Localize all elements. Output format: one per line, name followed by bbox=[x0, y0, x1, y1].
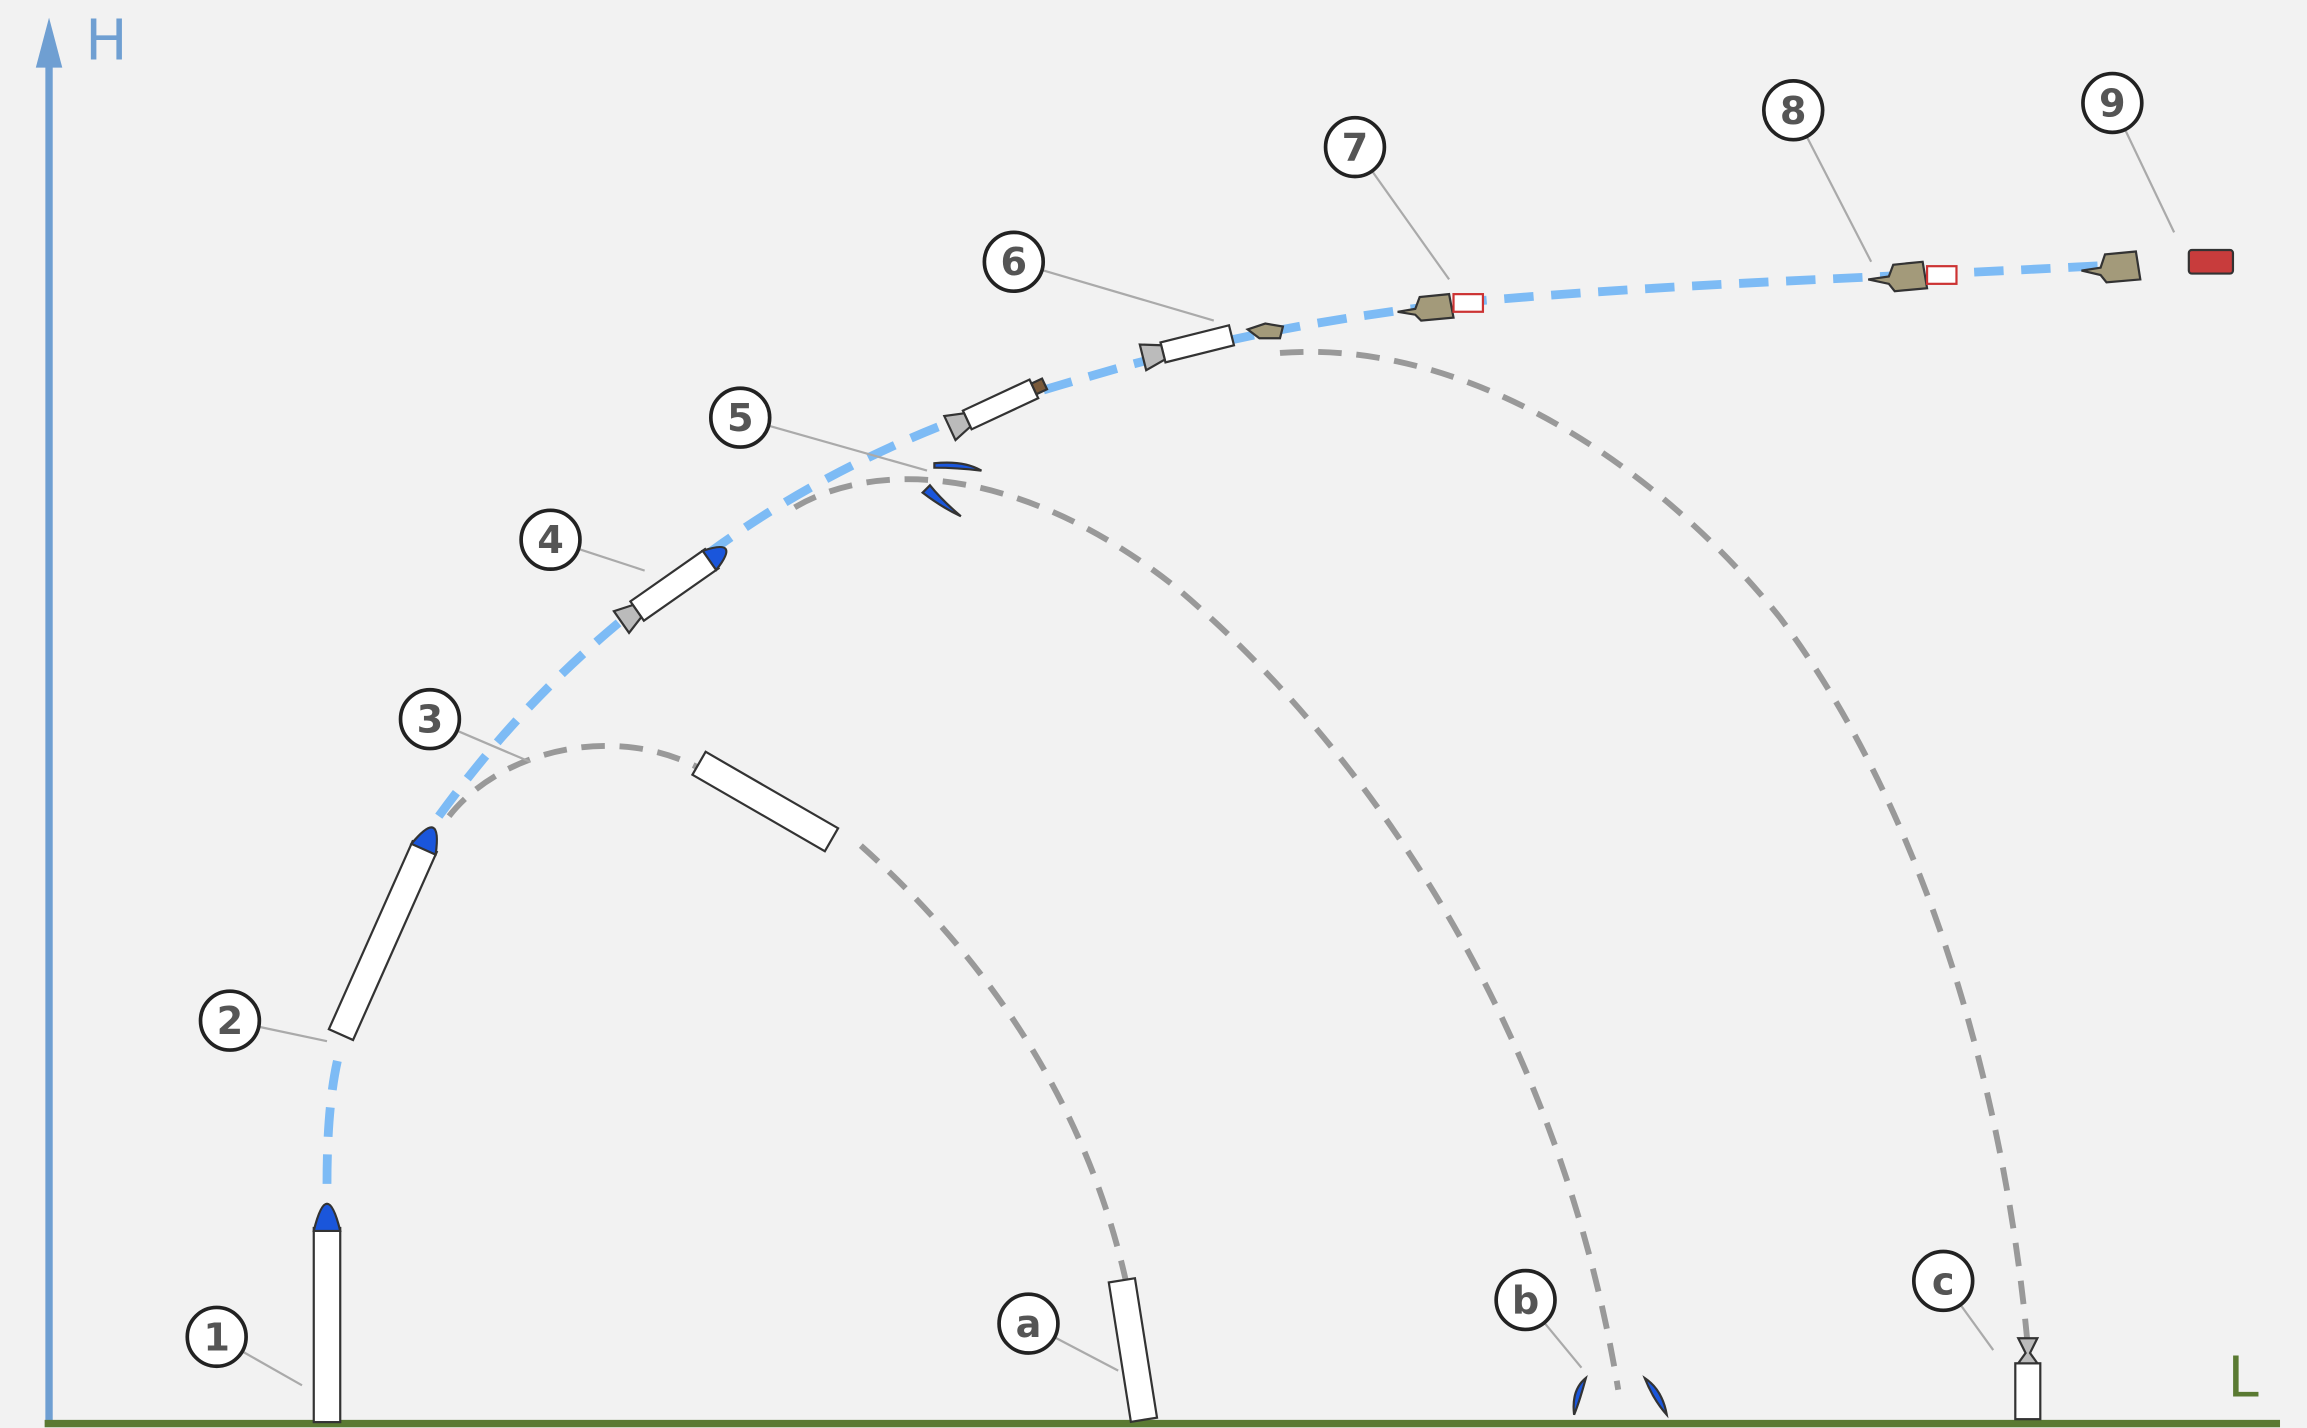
callout-label: 8 bbox=[1780, 90, 1807, 134]
spacecraft-8 bbox=[1868, 260, 1958, 293]
landed-fairing bbox=[1572, 1375, 1588, 1416]
vehicles bbox=[312, 248, 2235, 1424]
stage-body bbox=[690, 750, 840, 853]
spacecraft-body bbox=[1397, 292, 1455, 322]
leader-line bbox=[1805, 135, 1873, 263]
leader-line bbox=[1543, 1322, 1583, 1369]
callout-circle bbox=[185, 1305, 248, 1369]
fairing bbox=[409, 826, 438, 857]
leader-line bbox=[1959, 1304, 1995, 1351]
spacecraft-body bbox=[1868, 260, 1929, 293]
fairing bbox=[312, 1202, 342, 1233]
callout-label: 6 bbox=[1000, 241, 1027, 285]
fall-path bbox=[1279, 348, 2030, 1339]
callout-label: 4 bbox=[537, 519, 564, 563]
leader-line bbox=[578, 547, 645, 572]
rocket-launch bbox=[312, 1226, 342, 1424]
callout-label: 9 bbox=[2099, 82, 2126, 126]
spacecraft-7 bbox=[1397, 292, 1485, 322]
separated-module bbox=[2187, 248, 2235, 275]
leader-line bbox=[456, 729, 531, 763]
landed-stage bbox=[1107, 1277, 1159, 1424]
upper-stage bbox=[942, 377, 1049, 442]
callout-circle bbox=[982, 230, 1046, 294]
callout-circle bbox=[1323, 115, 1387, 179]
callout-circle bbox=[997, 1292, 1060, 1355]
callout-circle bbox=[398, 687, 462, 751]
leader-line bbox=[2124, 129, 2176, 233]
callout-label: c bbox=[1932, 1260, 1955, 1304]
spacecraft bbox=[1245, 322, 1285, 340]
rocket-stage4 bbox=[612, 545, 728, 635]
nozzle bbox=[612, 603, 643, 635]
leader-line bbox=[1041, 269, 1215, 322]
callout-circle bbox=[198, 989, 262, 1052]
fall-path bbox=[793, 476, 1622, 1391]
fairing-half bbox=[933, 461, 982, 472]
payload bbox=[1029, 377, 1049, 396]
adapter bbox=[1452, 293, 1485, 313]
h-axis-arrow bbox=[35, 17, 63, 68]
leader-line bbox=[1371, 170, 1450, 281]
callout-circle bbox=[1761, 79, 1825, 142]
upper-stage bbox=[1138, 324, 1236, 372]
l-axis-label: L bbox=[2228, 1345, 2259, 1410]
nozzle bbox=[942, 412, 972, 442]
rocket-stage2 bbox=[327, 826, 439, 1042]
leader-line bbox=[258, 1025, 328, 1043]
leader-line bbox=[768, 424, 928, 472]
spent-stage bbox=[690, 750, 840, 853]
callout-label: 5 bbox=[727, 397, 754, 441]
fall-paths bbox=[446, 348, 2030, 1391]
callout-label: 7 bbox=[1342, 127, 1369, 171]
leader-line bbox=[241, 1350, 303, 1387]
callout-label: a bbox=[1016, 1303, 1042, 1347]
fairing-half bbox=[920, 483, 962, 518]
adapter bbox=[1925, 265, 1958, 285]
callout-circle bbox=[519, 508, 582, 571]
spacecraft bbox=[2081, 250, 2142, 284]
nozzle bbox=[2016, 1337, 2040, 1365]
callout-circle bbox=[2081, 71, 2144, 135]
fall-path bbox=[446, 743, 708, 819]
callouts: 1 2 3 4 5 6 7 8 9 a b c bbox=[185, 71, 2176, 1387]
landed-fairing bbox=[1642, 1375, 1669, 1419]
callout-circle bbox=[708, 386, 772, 449]
callout-label: b bbox=[1512, 1280, 1539, 1324]
landed-stage bbox=[2014, 1362, 2042, 1421]
leader-line bbox=[1054, 1336, 1119, 1372]
stage-body bbox=[1107, 1277, 1159, 1424]
callout-circle bbox=[1494, 1268, 1557, 1332]
h-axis-label: H bbox=[85, 9, 127, 74]
callout-label: 2 bbox=[217, 1000, 244, 1044]
callout-label: 1 bbox=[203, 1316, 230, 1360]
nozzle bbox=[1138, 343, 1167, 372]
callout-circle bbox=[1911, 1249, 1975, 1313]
callout-label: 3 bbox=[417, 699, 444, 743]
fairing bbox=[700, 545, 728, 572]
